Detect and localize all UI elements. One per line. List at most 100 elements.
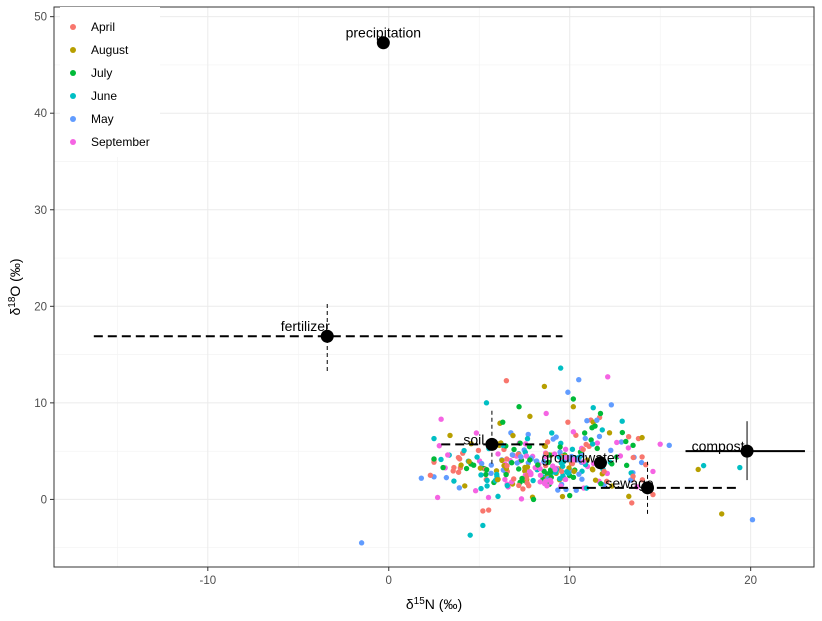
data-point [436, 443, 443, 449]
x-tick-label: 20 [744, 575, 757, 587]
data-point [504, 482, 510, 489]
data-point [557, 365, 564, 371]
source-point [320, 329, 334, 343]
data-point [623, 438, 629, 445]
data-point [511, 476, 517, 482]
data-point [638, 459, 645, 466]
data-point [596, 433, 603, 440]
data-point [480, 522, 486, 529]
data-point [569, 446, 576, 453]
data-point [619, 429, 626, 436]
data-point [445, 452, 451, 458]
data-point [530, 496, 537, 503]
y-tick-label: 20 [34, 301, 47, 313]
data-point [475, 447, 482, 454]
data-point [418, 475, 425, 481]
data-point [440, 464, 446, 471]
data-point [524, 480, 530, 486]
data-point [535, 462, 541, 468]
data-point [544, 439, 551, 445]
data-point [570, 404, 577, 410]
source-markers: precipitation fertilizer soil groundwater se… [93, 25, 805, 514]
data-point [483, 400, 490, 406]
data-point [626, 493, 632, 500]
data-point [630, 442, 636, 449]
data-point [515, 466, 522, 472]
data-point [431, 435, 437, 442]
data-point [543, 451, 549, 457]
data-point [495, 451, 501, 457]
data-point [617, 453, 624, 459]
data-point [605, 374, 611, 380]
data-point [594, 440, 601, 446]
data-point [608, 447, 614, 453]
data-point [516, 404, 522, 410]
data-point [630, 473, 636, 479]
data-point [510, 432, 516, 439]
source-label: precipitation [346, 25, 422, 41]
data-point [537, 472, 544, 478]
data-point [514, 460, 520, 466]
legend-label: April [91, 20, 115, 34]
data-point [434, 494, 441, 501]
data-point [619, 418, 625, 424]
data-point [500, 419, 506, 425]
data-point [551, 451, 558, 457]
data-point [597, 410, 604, 417]
data-point [541, 458, 547, 465]
legend-key [70, 24, 76, 30]
y-axis-title: δ18O (‰) [7, 258, 24, 315]
data-point [499, 457, 505, 464]
data-point [588, 437, 594, 443]
source-label: fertilizer [281, 318, 330, 334]
data-point [609, 461, 615, 467]
data-point [545, 459, 552, 465]
data-point [562, 446, 569, 453]
data-point [543, 410, 549, 417]
data-point [625, 445, 632, 451]
source-label: groundwater [542, 450, 620, 466]
data-point [358, 540, 365, 546]
data-point [537, 479, 543, 485]
x-tick-label: 10 [563, 575, 576, 587]
data-point [552, 466, 558, 473]
data-points [358, 365, 756, 546]
source-label: compost [692, 438, 745, 454]
data-point [609, 483, 615, 489]
data-point [614, 439, 620, 446]
data-point [559, 463, 566, 470]
data-point [485, 494, 492, 501]
y-tick-label: 10 [34, 398, 47, 410]
data-point [594, 445, 600, 452]
data-point [523, 453, 530, 459]
data-point [458, 462, 464, 468]
y-tick-label: 40 [34, 108, 47, 120]
data-point [462, 483, 468, 489]
data-point [719, 511, 725, 517]
data-point [601, 468, 607, 475]
data-point [560, 472, 566, 479]
data-point [431, 456, 437, 462]
data-point [594, 417, 600, 423]
data-point [563, 455, 570, 461]
data-point [589, 441, 596, 447]
data-point [557, 444, 563, 450]
data-point [466, 458, 472, 465]
data-point [583, 485, 590, 491]
data-point [474, 454, 480, 460]
legend-key [70, 93, 76, 99]
data-point [547, 477, 553, 483]
source-point [593, 456, 607, 470]
data-point [604, 478, 610, 485]
data-point [639, 434, 645, 441]
legend-key [70, 116, 76, 122]
data-point [503, 377, 510, 384]
data-point [478, 472, 484, 478]
data-point [472, 488, 479, 494]
data-point [737, 464, 743, 471]
data-point [606, 430, 613, 436]
data-point [456, 485, 463, 491]
source-point [641, 481, 655, 495]
data-point [527, 457, 533, 463]
data-point [504, 456, 510, 462]
